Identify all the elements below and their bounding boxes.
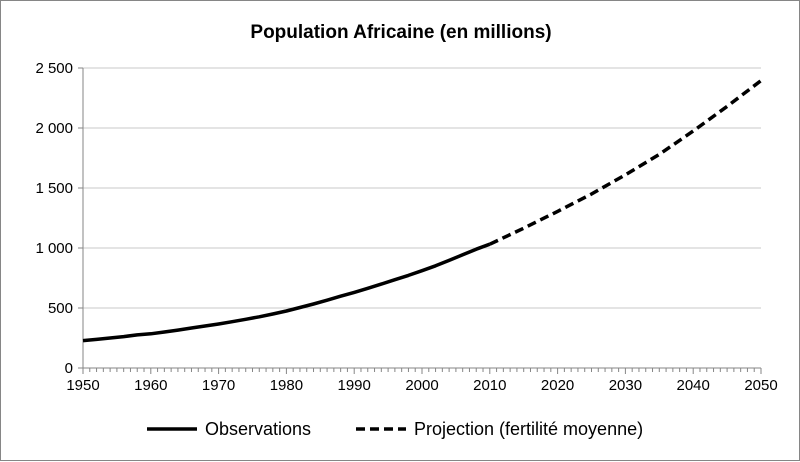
x-tick-label: 2030 xyxy=(609,377,642,394)
x-tick-label: 2020 xyxy=(541,377,574,394)
y-tick-label: 2 500 xyxy=(35,60,73,77)
x-tick-label: 1970 xyxy=(202,377,235,394)
gridlines xyxy=(83,67,761,309)
x-tick-label: 2050 xyxy=(744,377,777,394)
y-tick-label: 500 xyxy=(48,300,73,317)
axes: 0 500 1 000 1 500 2 000 2 500 1950 1960 1970 1980… xyxy=(35,60,777,394)
y-tick-label: 0 xyxy=(65,360,73,377)
chart-title: Population Africaine (en millions) xyxy=(250,22,551,43)
x-tick-label: 2000 xyxy=(405,377,438,394)
x-tick-label: 1980 xyxy=(270,377,303,394)
x-tick-label: 2040 xyxy=(677,377,710,394)
x-tick-label: 2010 xyxy=(473,377,506,394)
legend-label-observations: Observations xyxy=(205,419,311,439)
x-tick-label: 1990 xyxy=(338,377,371,394)
y-tick-label: 2 000 xyxy=(35,120,73,137)
legend-label-projection: Projection (fertilité moyenne) xyxy=(414,419,643,439)
legend: Observations Projection (fertilité moyenn… xyxy=(147,419,643,439)
x-tick-label: 1950 xyxy=(66,377,99,394)
y-tick-label: 1 500 xyxy=(35,180,73,197)
series-lines xyxy=(82,79,763,343)
y-tick-label: 1 000 xyxy=(35,240,73,257)
series-line-observations xyxy=(82,242,491,343)
x-tick-label: 1960 xyxy=(134,377,167,394)
series-line-projection xyxy=(489,79,763,246)
